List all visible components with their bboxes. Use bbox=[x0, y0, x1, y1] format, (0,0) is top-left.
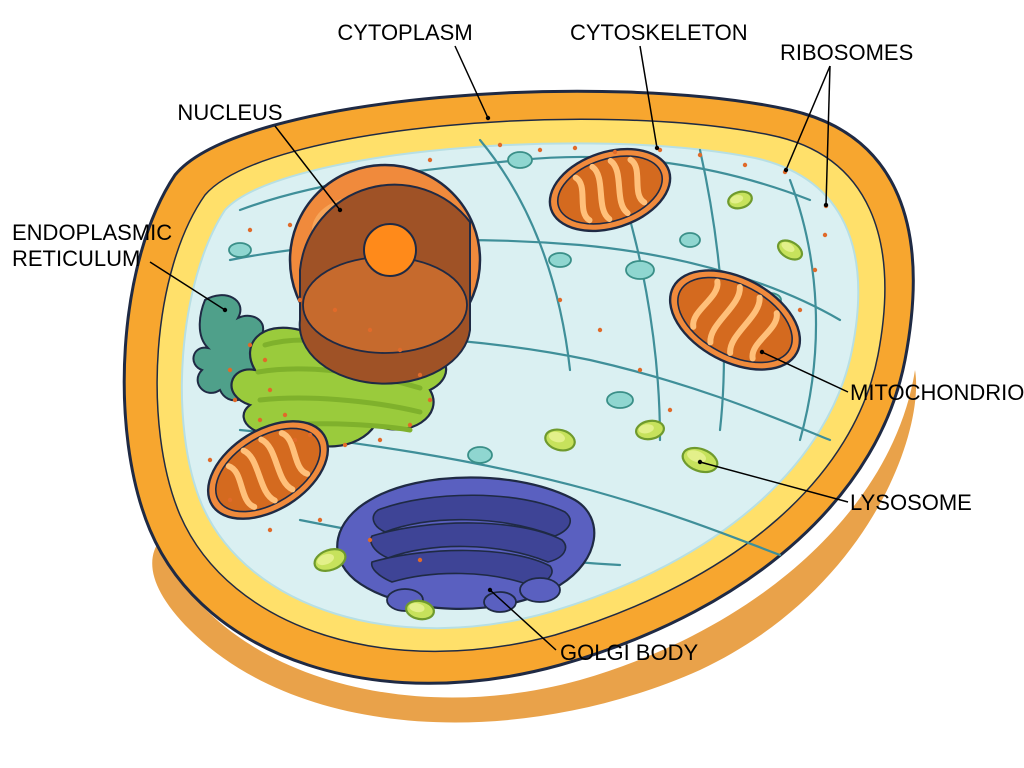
ribosome bbox=[288, 223, 292, 227]
ribosome bbox=[258, 418, 262, 422]
ribosome bbox=[573, 146, 577, 150]
vesicle bbox=[607, 392, 633, 408]
vesicle bbox=[468, 447, 492, 463]
ribosome bbox=[378, 438, 382, 442]
label-cytoplasm: cytoplasm bbox=[337, 20, 472, 46]
label-nucleus: nucleus bbox=[177, 100, 282, 126]
vesicle bbox=[626, 261, 654, 279]
ribosome bbox=[248, 343, 252, 347]
ribosome bbox=[418, 558, 422, 562]
ribosome bbox=[418, 373, 422, 377]
leader-dot bbox=[760, 350, 764, 354]
leader-dot bbox=[486, 116, 490, 120]
ribosome bbox=[408, 423, 412, 427]
ribosome bbox=[743, 163, 747, 167]
ribosome bbox=[268, 388, 272, 392]
ribosome bbox=[823, 233, 827, 237]
nucleolus bbox=[364, 224, 416, 276]
label-er: endoplasmic reticulum bbox=[12, 220, 172, 272]
ribosome bbox=[538, 148, 542, 152]
ribosome bbox=[668, 408, 672, 412]
label-mitochondrion: mitochondrion bbox=[850, 380, 1024, 406]
vesicle bbox=[508, 152, 532, 168]
label-cytoskeleton: cytoskeleton bbox=[570, 20, 748, 46]
ribosome bbox=[428, 398, 432, 402]
ribosome bbox=[398, 348, 402, 352]
leader-dot bbox=[655, 146, 659, 150]
vesicle bbox=[549, 253, 571, 267]
ribosome bbox=[698, 153, 702, 157]
ribosome bbox=[233, 398, 237, 402]
leader-dot bbox=[338, 208, 342, 212]
ribosome bbox=[208, 458, 212, 462]
ribosome bbox=[228, 368, 232, 372]
ribosome bbox=[598, 328, 602, 332]
ribosome bbox=[368, 328, 372, 332]
ribosome bbox=[613, 150, 617, 154]
vesicle bbox=[680, 233, 700, 247]
ribosome bbox=[318, 518, 322, 522]
label-golgi: Golgi body bbox=[560, 640, 698, 666]
ribosome bbox=[248, 228, 252, 232]
golgi-vesicle bbox=[520, 578, 560, 602]
vesicle bbox=[229, 243, 251, 257]
ribosome bbox=[813, 268, 817, 272]
ribosome bbox=[293, 438, 297, 442]
ribosome bbox=[498, 143, 502, 147]
leader-dot bbox=[824, 203, 828, 207]
ribosome bbox=[333, 308, 337, 312]
ribosome bbox=[343, 443, 347, 447]
leader-dot bbox=[784, 168, 788, 172]
ribosome bbox=[268, 528, 272, 532]
ribosome bbox=[228, 498, 232, 502]
ribosome bbox=[638, 368, 642, 372]
cell-diagram: cytoplasm cytoskeleton ribosomes nucleus end… bbox=[0, 0, 1024, 768]
ribosome bbox=[308, 433, 312, 437]
leader-dot bbox=[488, 588, 492, 592]
ribosome bbox=[798, 308, 802, 312]
leader-dot bbox=[698, 460, 702, 464]
label-ribosomes: ribosomes bbox=[780, 40, 913, 66]
leader-dot bbox=[223, 308, 227, 312]
ribosome bbox=[283, 413, 287, 417]
ribosome bbox=[558, 298, 562, 302]
ribosome bbox=[263, 358, 267, 362]
ribosome bbox=[298, 298, 302, 302]
ribosome bbox=[428, 158, 432, 162]
label-lysosome: lysosome bbox=[850, 490, 972, 516]
ribosome bbox=[368, 538, 372, 542]
